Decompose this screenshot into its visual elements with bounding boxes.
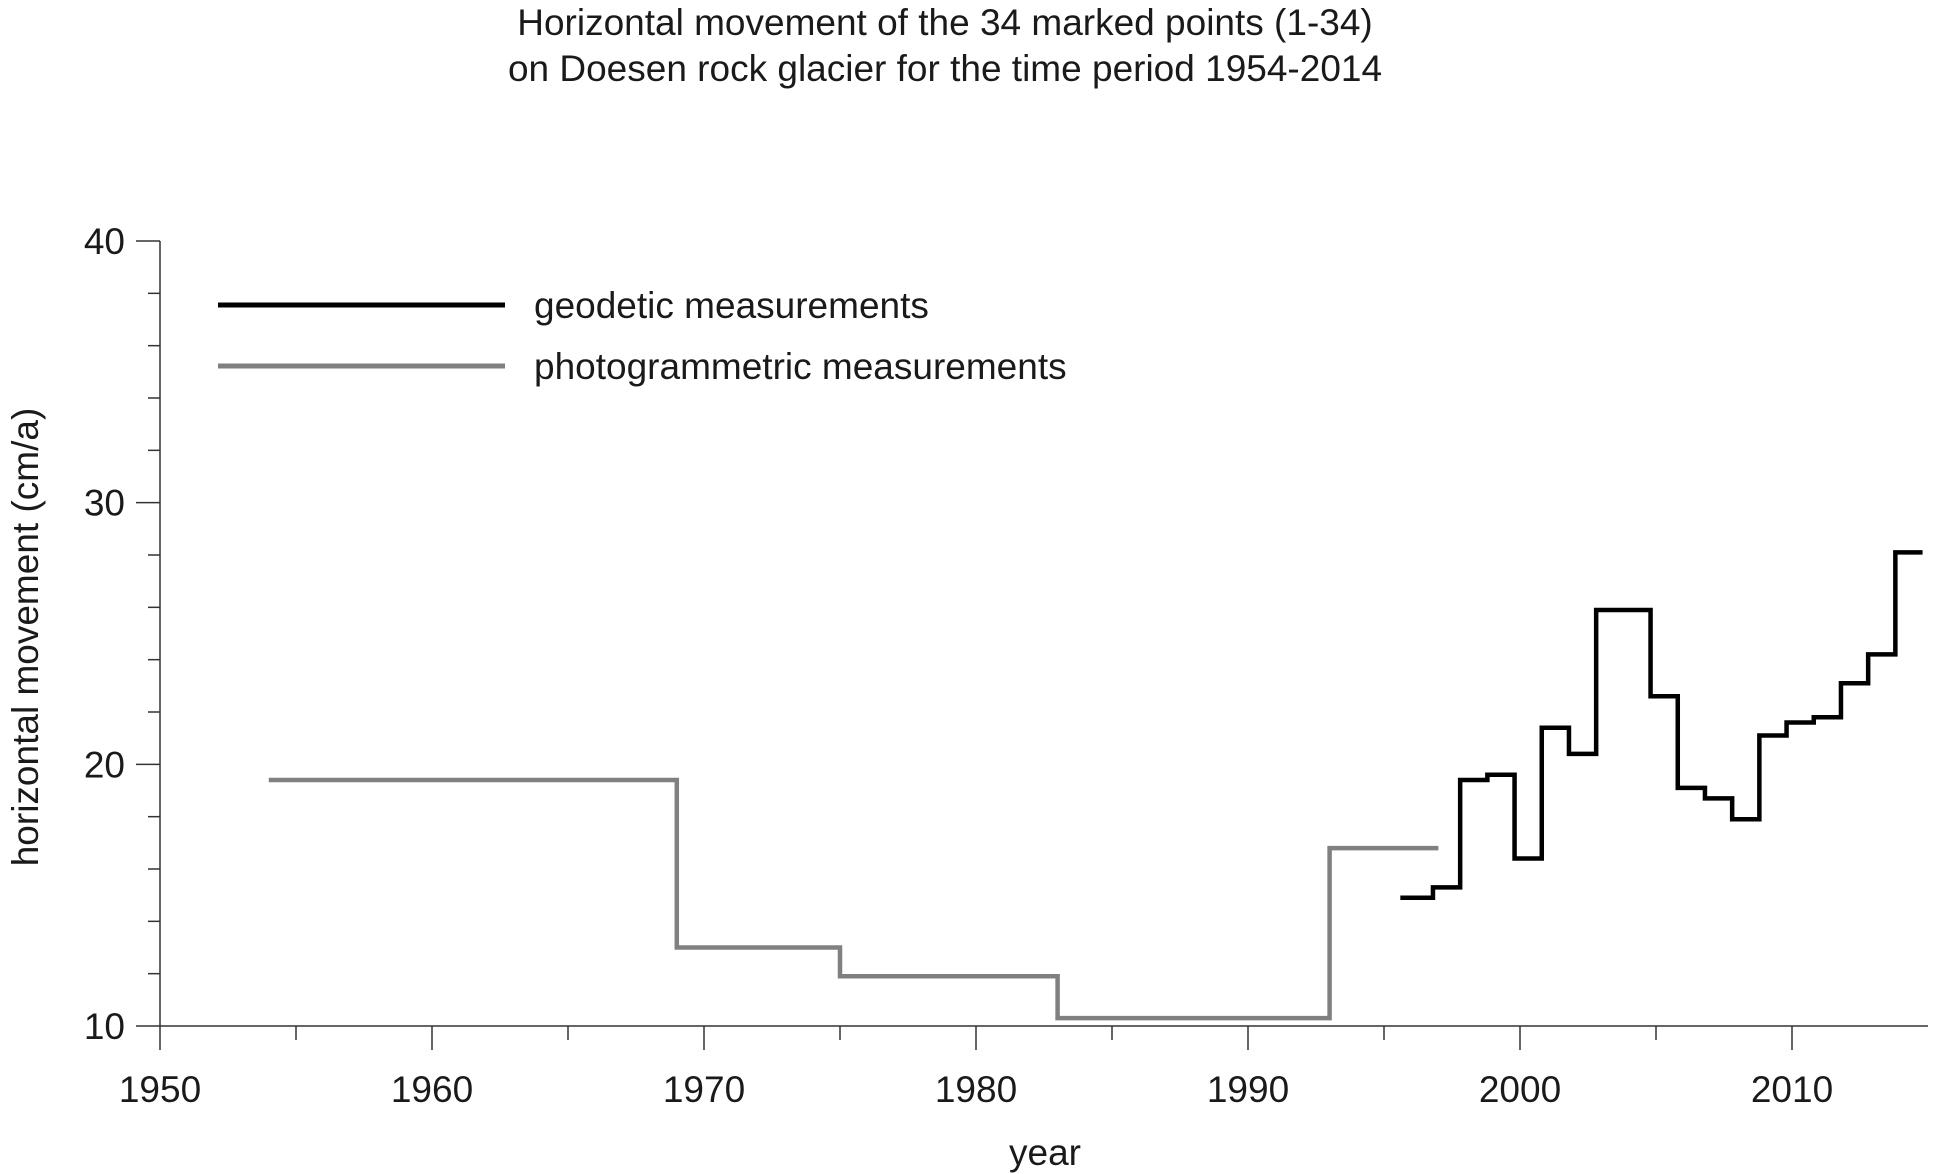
y-tick-label: 40 — [84, 221, 125, 262]
legend-label: photogrammetric measurements — [534, 346, 1067, 387]
legend: geodetic measurements photogrammetric mea… — [218, 285, 1067, 387]
y-axis-label: horizontal movement (cm/a) — [5, 408, 46, 867]
series-line-geodetic — [1400, 550, 1923, 901]
x-tick-label: 2010 — [1751, 1069, 1833, 1110]
y-tick-label: 30 — [84, 483, 125, 524]
x-tick-label: 1950 — [119, 1069, 201, 1110]
chart-title-line-2: on Doesen rock glacier for the time peri… — [507, 48, 1383, 89]
x-tick-label: 1980 — [935, 1069, 1017, 1110]
y-tick-label: 10 — [84, 1006, 125, 1047]
x-axis-label: year — [1009, 1132, 1081, 1173]
axes: 10 20 30 40 1950 1960 1970 1980 1990 2000 2010 — [84, 221, 1928, 1110]
x-tick-label: 1960 — [391, 1069, 473, 1110]
legend-label: geodetic measurements — [534, 285, 929, 326]
series-line-photogrammetric — [268, 777, 1439, 1021]
series-layer — [268, 550, 1923, 1021]
x-tick-label: 1990 — [1207, 1069, 1289, 1110]
y-tick-label: 20 — [84, 744, 125, 785]
x-tick-label: 1970 — [663, 1069, 745, 1110]
x-tick-label: 2000 — [1479, 1069, 1561, 1110]
chart-title-line-1: Horizontal movement of the 34 marked poi… — [517, 2, 1373, 43]
